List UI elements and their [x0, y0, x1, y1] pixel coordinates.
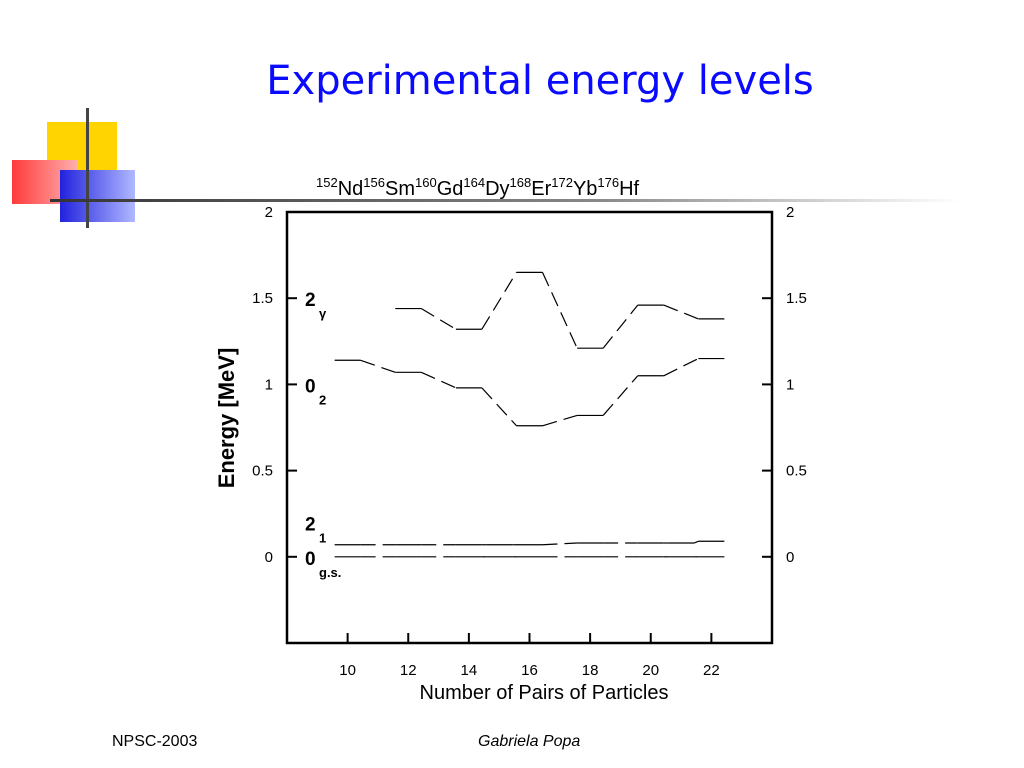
- y-axis-label: Energy [MeV]: [214, 348, 239, 489]
- level-connector-2-4: [542, 542, 578, 546]
- isotope-mass-0: 152: [316, 175, 338, 190]
- deco-vertical-line: [86, 108, 89, 228]
- x-tick-label-1: 12: [400, 662, 417, 679]
- y-tick-label-left-1: 0.5: [252, 463, 273, 480]
- deco-horizontal-line: [50, 199, 960, 202]
- isotope-labels: 152Nd156Sm160Gd164Dy168Er172Yb176Hf: [316, 175, 640, 200]
- isotope-mass-1: 156: [363, 175, 385, 190]
- state-sub-label-2: 1: [319, 530, 326, 545]
- isotope-label-row: 152Nd156Sm160Gd164Dy168Er172Yb176Hf: [316, 175, 640, 200]
- state-sub-label-1: 2: [319, 392, 326, 407]
- x-tick-label-0: 10: [339, 662, 356, 679]
- y-tick-label-right-0: 0: [786, 549, 794, 566]
- x-tick-label-4: 18: [582, 662, 599, 679]
- level-connector-0-1: [421, 371, 457, 389]
- level-connector-1-1: [481, 272, 518, 330]
- isotope-mass-3: 164: [463, 175, 485, 190]
- y-tick-label-right-3: 1.5: [786, 290, 807, 307]
- x-tick-label-6: 22: [703, 662, 720, 679]
- level-connector-0-0: [360, 359, 396, 373]
- isotope-symbol-0: Nd: [338, 178, 364, 200]
- isotope-symbol-4: Er: [531, 178, 551, 200]
- state-sub-label-0: γ: [319, 306, 327, 321]
- level-connector-2-7: [693, 540, 699, 544]
- level-connector-1-2: [541, 272, 578, 349]
- state-sub-label-3: g.s.: [319, 565, 341, 580]
- slide-title: Experimental energy levels: [266, 58, 814, 104]
- state-label-3: 0: [305, 549, 316, 570]
- x-tick-label-2: 14: [461, 662, 478, 679]
- level-connector-1-3: [602, 304, 639, 349]
- y-tick-label-left-2: 1: [265, 376, 273, 393]
- y-tick-label-right-1: 0.5: [786, 463, 807, 480]
- level-connector-0-5: [663, 358, 699, 377]
- footer-conference: NPSC-2003: [112, 733, 198, 750]
- isotope-mass-2: 160: [415, 175, 437, 190]
- y-tick-label-right-4: 2: [786, 204, 794, 221]
- state-label-0: 2: [305, 290, 316, 311]
- isotope-mass-5: 172: [551, 175, 573, 190]
- deco-blue-square: [60, 170, 135, 222]
- chart-series: [334, 271, 725, 558]
- x-tick-label-3: 16: [521, 662, 538, 679]
- isotope-mass-4: 168: [510, 175, 532, 190]
- y-tick-label-left-0: 0: [265, 549, 273, 566]
- y-tick-label-left-3: 1.5: [252, 290, 273, 307]
- isotope-symbol-3: Dy: [485, 178, 509, 200]
- state-label-2: 2: [305, 514, 316, 535]
- isotope-symbol-6: Hf: [619, 178, 639, 200]
- footer-author: Gabriela Popa: [478, 733, 581, 750]
- level-connector-0-4: [602, 375, 639, 416]
- y-tick-label-left-4: 2: [265, 204, 273, 221]
- state-label-1: 0: [305, 376, 316, 397]
- plot-frame: [285, 210, 774, 645]
- x-axis-label: Number of Pairs of Particles: [420, 682, 669, 704]
- level-connector-0-3: [542, 414, 578, 427]
- y-tick-label-right-2: 1: [786, 376, 794, 393]
- x-tick-label-5: 20: [642, 662, 659, 679]
- level-connector-1-4: [663, 304, 699, 320]
- isotope-symbol-5: Yb: [573, 178, 597, 200]
- isotope-symbol-2: Gd: [437, 178, 464, 200]
- isotope-mass-6: 176: [597, 175, 619, 190]
- isotope-symbol-1: Sm: [385, 178, 415, 200]
- level-connector-1-0: [420, 308, 457, 330]
- level-connector-0-2: [481, 387, 517, 427]
- axis-ticks: 0 00.5 0.51 11.5 1.52 210 12 14 16 18 20 22: [252, 204, 807, 679]
